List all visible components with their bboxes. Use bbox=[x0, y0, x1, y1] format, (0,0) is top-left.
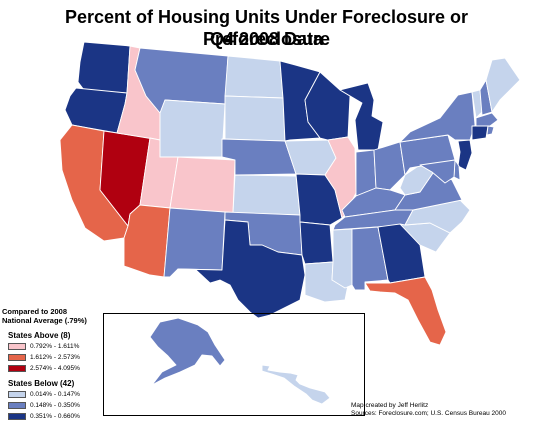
legend-heading-line1: Compared to 2008 bbox=[2, 307, 68, 316]
state-south-dakota bbox=[224, 95, 286, 142]
state-colorado bbox=[169, 156, 236, 214]
legend-below-group-label: States Below (42) bbox=[8, 379, 75, 388]
legend-item: 2.574% - 4.095% bbox=[8, 364, 112, 373]
map-credits: Map created by Jeff Herlitz Sources: For… bbox=[351, 402, 506, 418]
legend-item: 0.792% - 1.611% bbox=[8, 342, 112, 351]
map-legend: Compared to 2008 National Average (.79%)… bbox=[2, 307, 112, 423]
legend-swatch bbox=[8, 343, 26, 350]
state-north-dakota bbox=[224, 55, 284, 99]
state-rhode-island bbox=[486, 125, 495, 136]
state-arizona bbox=[123, 204, 171, 278]
state-arkansas bbox=[299, 221, 334, 265]
map-title: Percent of Housing Units Under Foreclosu… bbox=[64, 7, 469, 49]
legend-swatch bbox=[8, 391, 26, 398]
state-massachusetts bbox=[475, 112, 499, 127]
state-florida bbox=[364, 276, 447, 346]
legend-range-label: 0.351% - 0.660% bbox=[30, 413, 80, 420]
map-subtitle: Q4 2008 Data bbox=[209, 29, 324, 49]
state-maine bbox=[485, 57, 521, 113]
legend-swatch bbox=[8, 354, 26, 361]
state-washington bbox=[77, 41, 131, 94]
state-new-york bbox=[399, 91, 476, 143]
state-hawaii bbox=[261, 364, 331, 405]
alaska-hawaii-inset-frame bbox=[103, 313, 365, 416]
legend-swatch bbox=[8, 413, 26, 420]
legend-range-label: 0.792% - 1.611% bbox=[30, 343, 80, 350]
state-alaska bbox=[149, 317, 226, 386]
state-new-mexico bbox=[163, 207, 226, 278]
legend-item: 0.351% - 0.660% bbox=[8, 412, 112, 421]
legend-range-label: 2.574% - 4.095% bbox=[30, 365, 80, 372]
state-michigan bbox=[339, 82, 384, 151]
legend-item: 0.148% - 0.350% bbox=[8, 401, 112, 410]
state-new-jersey bbox=[457, 139, 473, 171]
legend-item: 1.612% - 2.573% bbox=[8, 353, 112, 362]
state-maryland bbox=[419, 159, 456, 184]
state-connecticut bbox=[471, 125, 489, 141]
state-illinois bbox=[324, 136, 357, 219]
legend-item: 0.014% - 0.147% bbox=[8, 390, 112, 399]
legend-above-group-label: States Above (8) bbox=[8, 331, 71, 340]
state-wyoming bbox=[159, 99, 226, 158]
state-texas bbox=[177, 219, 306, 319]
legend-swatch bbox=[8, 402, 26, 409]
legend-range-label: 0.014% - 0.147% bbox=[30, 391, 80, 398]
state-kansas bbox=[232, 174, 301, 216]
legend-heading-line2: National Average (.79%) bbox=[2, 316, 87, 325]
legend-swatch bbox=[8, 365, 26, 372]
credit-author: Map created by Jeff Herlitz bbox=[351, 402, 429, 409]
credit-sources: Sources: Foreclosure.com; U.S. Census Bu… bbox=[351, 410, 506, 417]
legend-range-label: 0.148% - 0.350% bbox=[30, 402, 80, 409]
state-mississippi bbox=[331, 228, 353, 289]
legend-range-label: 1.612% - 2.573% bbox=[30, 354, 80, 361]
state-ohio bbox=[373, 141, 406, 191]
